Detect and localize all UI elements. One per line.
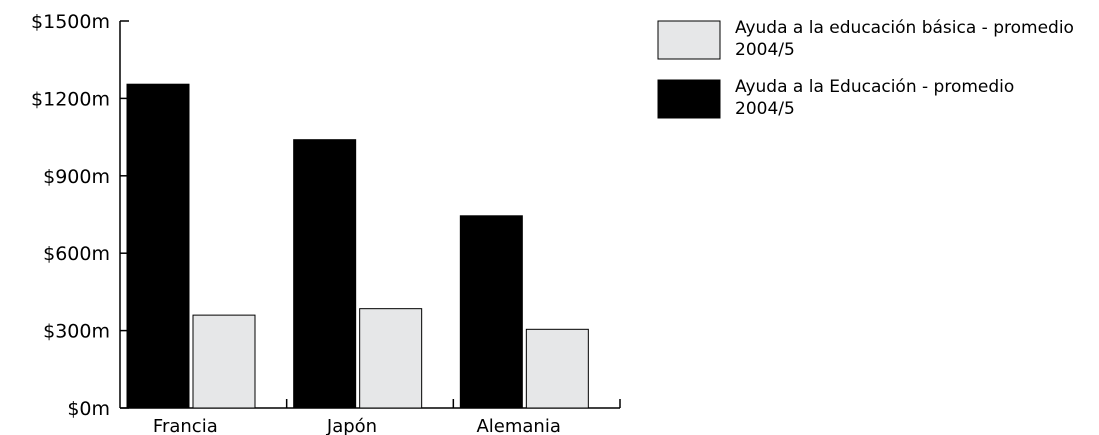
legend-label-line: Ayuda a la educación básica - promedio (735, 18, 1074, 38)
legend-label: Ayuda a la educación básica - promedio 20… (735, 18, 1074, 60)
chart-labels: $0m $300m $600m $900m $1200m $1500m Francia Jap… (31, 11, 561, 435)
y-tick-label: $1200m (31, 88, 110, 110)
legend-label-line: Ayuda a la Educación - promedio (735, 77, 1014, 97)
legend-label-line: 2004/5 (735, 99, 795, 119)
y-tick-label: $1500m (31, 11, 110, 33)
bar-educacion-francia (126, 83, 190, 409)
legend-swatch (657, 20, 721, 60)
bar-educacion-basica-japón (359, 308, 423, 409)
y-tick-label: $300m (43, 321, 110, 343)
y-tick-label: $900m (43, 166, 110, 188)
legend-swatch (657, 79, 721, 119)
bar-educacion-japón (293, 139, 357, 409)
x-category-label: Alemania (476, 416, 560, 435)
y-tick-label: $0m (67, 398, 110, 420)
chart-legend: Ayuda a la educación básica - promedio 20… (657, 18, 1074, 119)
x-category-label: Japón (326, 416, 377, 435)
bar-educacion-alemania (459, 215, 523, 409)
legend-label-line: 2004/5 (735, 40, 795, 60)
chart-bars (126, 83, 589, 409)
y-tick-label: $600m (43, 243, 110, 265)
legend-label: Ayuda a la Educación - promedio 2004/5 (735, 77, 1014, 119)
bar-educacion-basica-alemania (525, 328, 589, 409)
x-category-label: Francia (153, 416, 218, 435)
bar-educacion-basica-francia (192, 314, 256, 409)
